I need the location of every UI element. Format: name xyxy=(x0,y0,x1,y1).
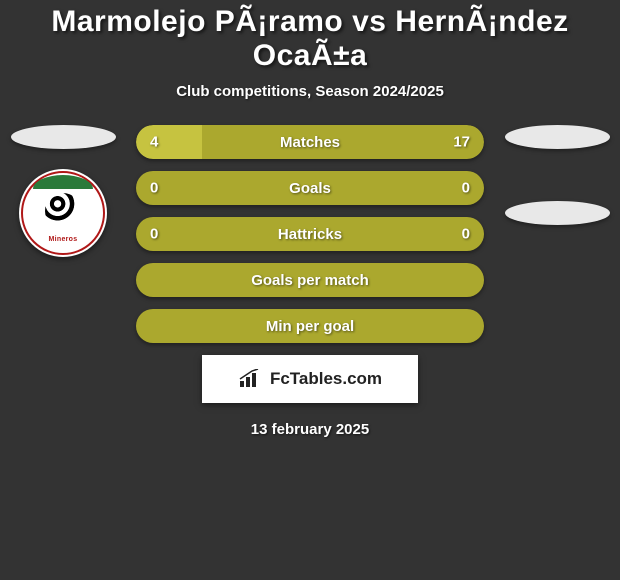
stat-fill-left xyxy=(136,125,202,159)
right-player-column xyxy=(502,125,612,225)
left-club-badge: Mineros xyxy=(19,169,107,257)
stat-label: Hattricks xyxy=(278,226,342,243)
stat-row: 4 Matches 17 xyxy=(136,125,484,159)
comparison-subtitle: Club competitions, Season 2024/2025 xyxy=(0,83,620,100)
snapshot-date: 13 february 2025 xyxy=(0,421,620,438)
stats-column: 4 Matches 17 0 Goals 0 0 Hattricks 0 Goals per ma… xyxy=(136,125,484,343)
badge-label: Mineros xyxy=(49,236,78,243)
stat-value-right: 0 xyxy=(462,226,470,243)
comparison-card: Marmolejo PÃ¡ramo vs HernÃ¡ndez OcaÃ±a C… xyxy=(0,0,620,438)
stat-row: 0 Goals 0 xyxy=(136,171,484,205)
stat-value-right: 17 xyxy=(453,134,470,151)
stat-value-left: 0 xyxy=(150,180,158,197)
left-player-placeholder xyxy=(11,125,116,149)
right-player-placeholder xyxy=(505,125,610,149)
stat-value-right: 0 xyxy=(462,180,470,197)
stat-value-left: 4 xyxy=(150,134,158,151)
stat-label: Goals xyxy=(289,180,331,197)
stat-fill-right xyxy=(202,125,484,159)
left-player-column: Mineros xyxy=(8,125,118,257)
stat-label: Matches xyxy=(280,134,340,151)
comparison-content: Mineros 4 Matches 17 0 Goals 0 0 Hattricks 0 Goal… xyxy=(0,125,620,343)
stat-label: Min per goal xyxy=(266,318,354,335)
brand-box[interactable]: FcTables.com xyxy=(202,355,418,403)
stat-row: Goals per match xyxy=(136,263,484,297)
right-club-placeholder xyxy=(505,201,610,225)
bar-chart-icon xyxy=(238,369,264,389)
stat-label: Goals per match xyxy=(251,272,369,289)
stat-row: Min per goal xyxy=(136,309,484,343)
soccer-ball-icon xyxy=(45,193,81,229)
stat-value-left: 0 xyxy=(150,226,158,243)
stat-row: 0 Hattricks 0 xyxy=(136,217,484,251)
brand-text: FcTables.com xyxy=(270,369,382,389)
comparison-title: Marmolejo PÃ¡ramo vs HernÃ¡ndez OcaÃ±a xyxy=(0,5,620,73)
